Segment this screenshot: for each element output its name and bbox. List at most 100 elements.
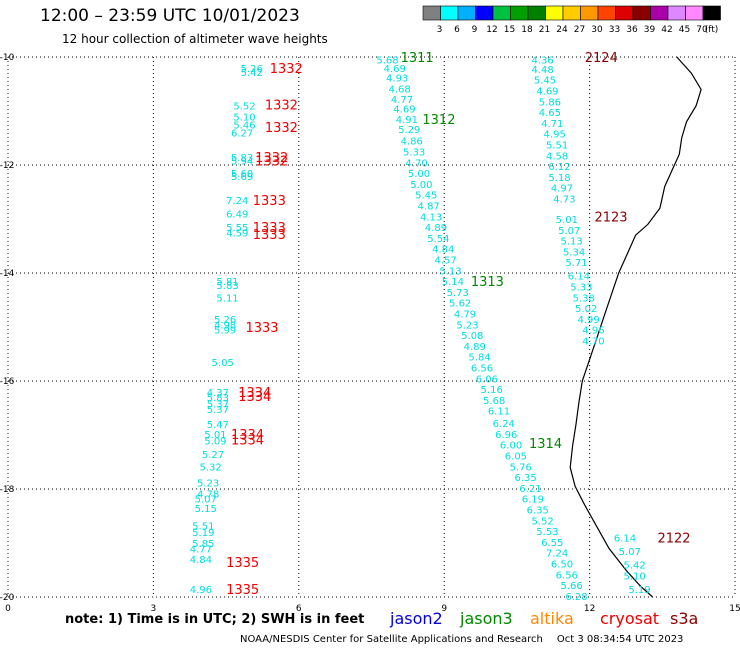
- wave-height-value: 5.45: [534, 76, 556, 87]
- satellite-jason3-label: jason3: [460, 609, 513, 628]
- wave-height-value: 5.19: [192, 528, 214, 539]
- wave-height-value: 5.38: [573, 293, 595, 304]
- wave-height-value: 5.23: [197, 479, 219, 490]
- wave-height-value: 5.42: [624, 561, 646, 572]
- footer: NOAA/NESDIS Center for Satellite Applica…: [240, 634, 683, 645]
- wave-height-value: 5.23: [456, 320, 478, 331]
- scale-label: 45: [679, 25, 690, 35]
- wave-height-value: 5.16: [481, 385, 503, 396]
- x-tick-label: 9: [441, 604, 447, 614]
- wave-height-value: 5.07: [558, 226, 580, 237]
- wave-height-value: 5.46: [233, 121, 255, 132]
- orbit-pass-label: 2124: [585, 51, 618, 66]
- units-note: note: 1) Time is in UTC; 2) SWH is in fe…: [65, 612, 365, 627]
- orbit-pass-label: 1311: [401, 51, 434, 66]
- wave-height-value: 5.85: [192, 539, 214, 550]
- scale-label: 6: [454, 25, 460, 35]
- page-title: 12:00 – 23:59 UTC 10/01/2023: [40, 6, 300, 26]
- wave-height-value: 6.24: [493, 419, 515, 430]
- wave-height-value: 5.09: [204, 436, 226, 447]
- wave-height-value: 5.18: [548, 173, 570, 184]
- wave-height-value: 6.14: [568, 272, 590, 283]
- wave-height-value: 5.13: [561, 237, 583, 248]
- wave-height-value: 5.73: [447, 288, 469, 299]
- wave-height-value: 4.73: [553, 194, 575, 205]
- wave-height-value: 4.77: [190, 544, 212, 555]
- wave-height-value: 5.26: [214, 315, 236, 326]
- x-tick-label: 6: [296, 604, 302, 614]
- scale-label: 30: [591, 25, 603, 35]
- y-tick-label: -14: [0, 269, 15, 279]
- wave-height-value: 5.08: [461, 331, 483, 342]
- footer-timestamp: Oct 3 08:34:54 UTC 2023: [556, 634, 684, 645]
- orbit-pass-label: 2123: [594, 210, 627, 225]
- wave-height-value: 5.51: [546, 140, 568, 151]
- orbit-pass-label: 1332: [270, 62, 303, 77]
- wave-height-value: 5.76: [510, 462, 532, 473]
- orbit-pass-label: 1332: [255, 155, 288, 170]
- y-tick-label: -12: [0, 161, 14, 171]
- wave-height-value: 6.12: [548, 162, 570, 173]
- wave-height-value: 4.93: [386, 74, 408, 85]
- wave-height-value: 5.02: [575, 304, 597, 315]
- orbit-pass-label: 1312: [422, 113, 455, 128]
- wave-height-value: 5.07: [195, 495, 217, 506]
- orbit-pass-label: 1314: [529, 437, 562, 452]
- wave-height-value: 6.00: [500, 441, 522, 452]
- wave-height-value: 5.81: [216, 277, 238, 288]
- wave-height-value: 6.49: [226, 210, 248, 221]
- wave-height-value: 4.96: [582, 326, 604, 337]
- wave-height-value: 4.69: [536, 86, 558, 97]
- wave-height-value: 5.69: [231, 172, 253, 183]
- wave-height-value: 6.35: [514, 473, 536, 484]
- wave-height-value: 5.37: [207, 405, 229, 416]
- wave-height-value: 6.11: [488, 407, 510, 418]
- wave-height-value: 4.36: [531, 56, 553, 67]
- wave-height-value: 4.91: [396, 115, 418, 126]
- wave-height-value: 5.13: [439, 266, 461, 277]
- wave-height-value: 5.37: [207, 400, 229, 411]
- wave-height-value: 5.84: [468, 353, 490, 364]
- wave-height-value: 7.24: [546, 549, 568, 560]
- wave-height-value: 5.51: [192, 522, 214, 533]
- y-tick-label: -10: [0, 53, 15, 63]
- wave-height-value: 5.27: [202, 450, 224, 461]
- scale-label: 42: [661, 25, 672, 35]
- scale-label: 33: [609, 25, 620, 35]
- wave-height-value: 5.52: [233, 102, 255, 113]
- wave-height-value: 4.57: [435, 256, 457, 267]
- wave-height-value: 5.55: [226, 223, 248, 234]
- wave-height-value: 5.01: [204, 430, 226, 441]
- wave-height-value: 5.52: [531, 516, 553, 527]
- wave-height-value: 5.53: [536, 527, 558, 538]
- wave-height-value: 5.11: [216, 293, 238, 304]
- orbit-pass-label: 1334: [231, 433, 264, 448]
- wave-height-value: 5.99: [214, 326, 236, 337]
- scale-label: 36: [626, 25, 638, 35]
- wave-height-value: 5.54: [427, 234, 449, 245]
- wave-height-value: 4.37: [207, 388, 229, 399]
- wave-height-value: 5.10: [233, 112, 255, 123]
- y-tick-label: -20: [0, 593, 15, 603]
- wave-height-value: 5.42: [241, 68, 263, 79]
- wave-height-value: 5.14: [442, 277, 464, 288]
- satellite-s3a-label: s3a: [670, 609, 699, 628]
- wave-height-value: 5.83: [231, 153, 253, 164]
- scale-label: 39: [644, 25, 656, 35]
- wave-height-value: 4.78: [197, 489, 219, 500]
- wave-height-value: 5.60: [231, 169, 253, 180]
- wave-height-value: 5.33: [403, 148, 425, 159]
- wave-height-value: 5.45: [415, 191, 437, 202]
- scale-label: 18: [521, 25, 533, 35]
- wave-height-value: 5.47: [207, 420, 229, 431]
- wave-height-value: 4.70: [405, 158, 427, 169]
- page-subtitle: 12 hour collection of altimeter wave hei…: [62, 32, 328, 46]
- wave-height-value: 4.95: [544, 130, 566, 141]
- wave-height-value: 4.89: [464, 342, 486, 353]
- wave-height-value: 4.97: [551, 184, 573, 195]
- wave-height-value: 5.05: [212, 358, 234, 369]
- wave-height-value: 4.13: [420, 212, 442, 223]
- wave-height-value: 5.10: [624, 571, 646, 582]
- wave-height-value: 4.96: [190, 585, 212, 596]
- scale-label: 27: [574, 25, 585, 35]
